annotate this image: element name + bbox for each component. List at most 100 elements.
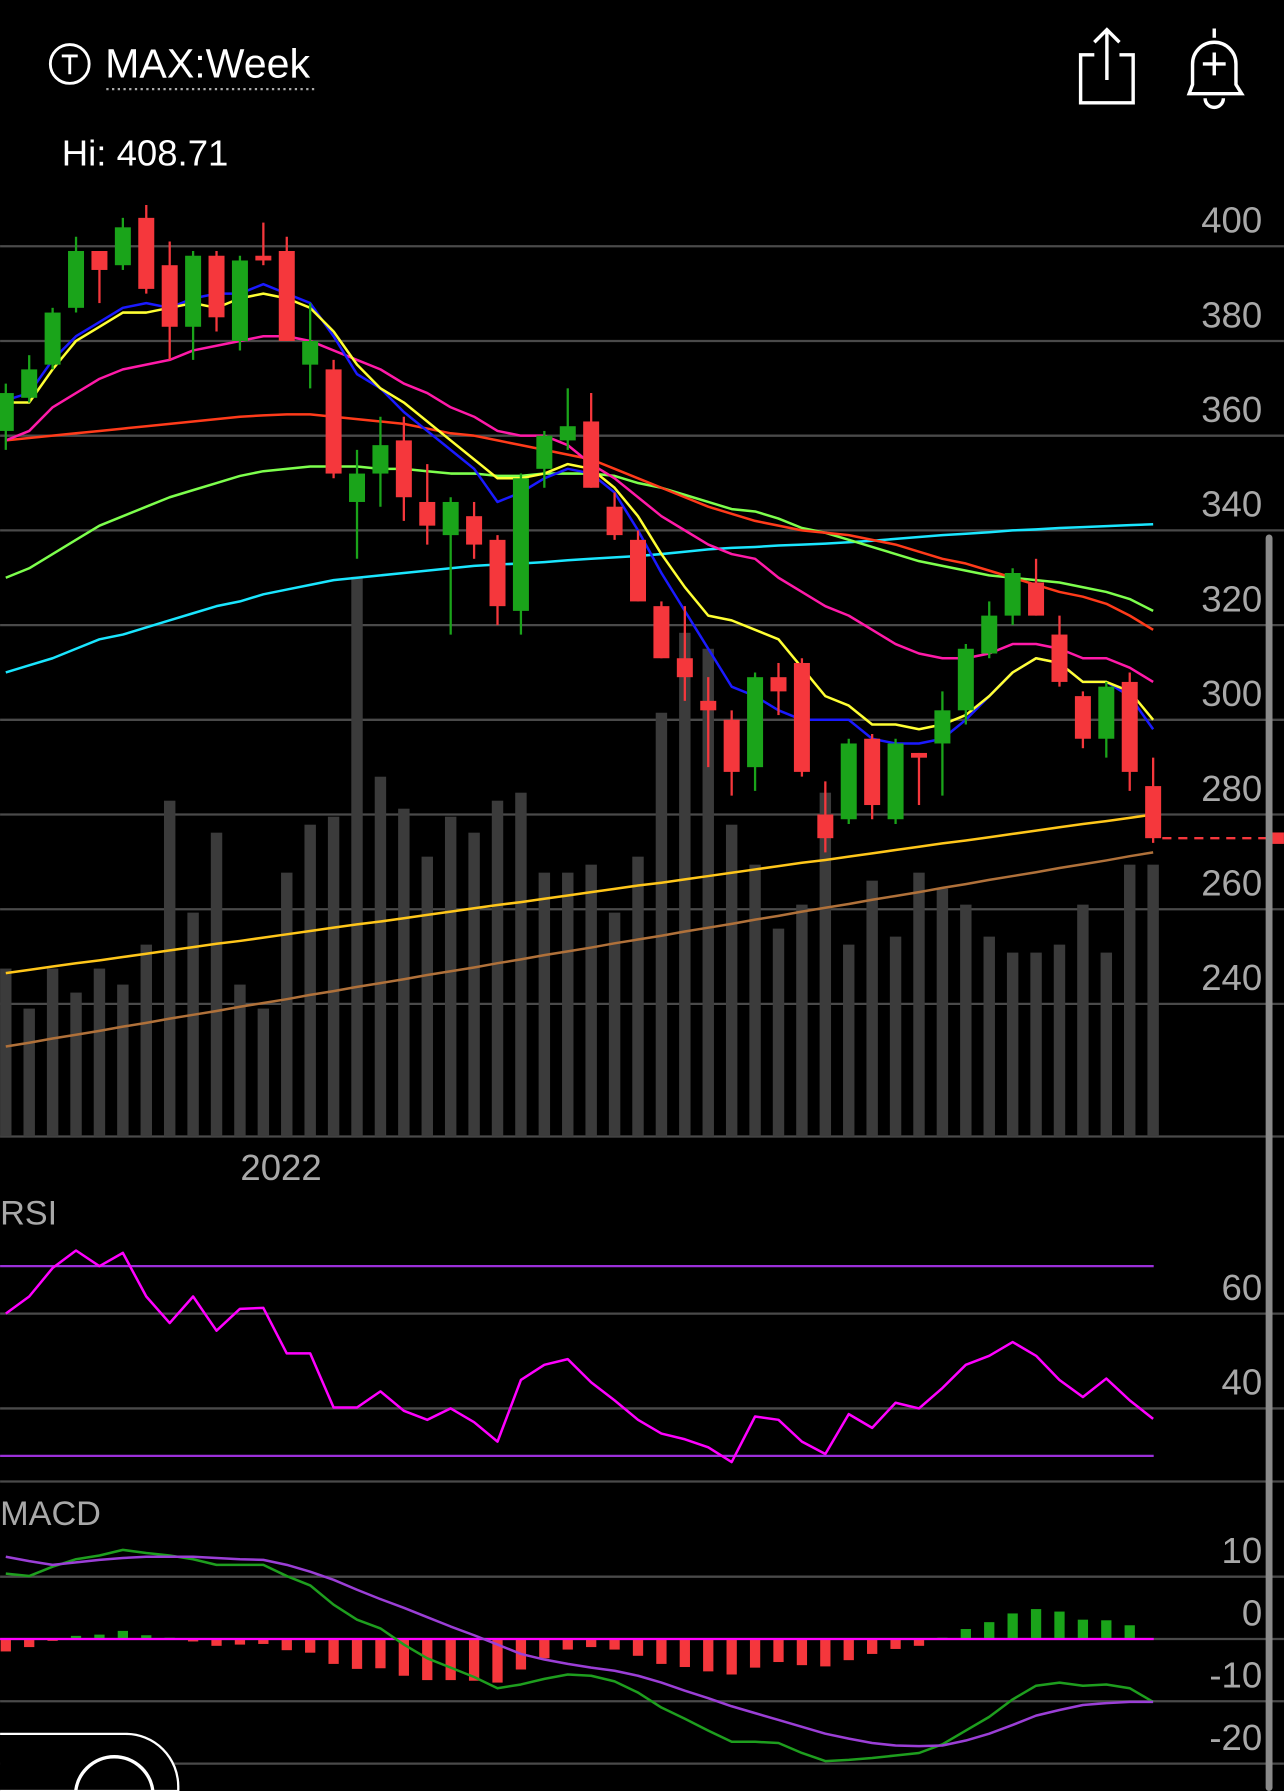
- share-button[interactable]: [1078, 27, 1135, 105]
- histogram-bar: [258, 1638, 269, 1644]
- y-tick-label: 300: [1201, 673, 1262, 714]
- candle-body: [138, 217, 155, 289]
- histogram-bar: [375, 1638, 386, 1669]
- histogram-bar: [94, 1634, 105, 1639]
- histogram-bar: [305, 1638, 316, 1653]
- histogram-bar: [117, 1630, 129, 1639]
- y-tick-label: 240: [1201, 957, 1262, 998]
- volume-bar: [1053, 944, 1066, 1137]
- plot: 240 260 280 300 320 340 360 380 400 2022 40 60 RSI -2…: [0, 200, 1284, 1765]
- volume-bar: [702, 648, 714, 1137]
- candle-body: [419, 501, 436, 526]
- symbol-icon: [48, 43, 91, 85]
- candle-body: [44, 312, 61, 365]
- y-tick-label: 60: [1222, 1267, 1263, 1308]
- candle-body: [864, 738, 881, 806]
- line-series: [5, 522, 1154, 674]
- volume-bar: [70, 992, 82, 1137]
- histogram-bar: [960, 1629, 971, 1639]
- candle-body: [747, 677, 764, 768]
- candle-body: [887, 743, 904, 820]
- histogram-bar: [24, 1638, 35, 1648]
- candle-body: [512, 478, 529, 611]
- volume-bar: [725, 824, 738, 1137]
- panel-label: RSI: [0, 1194, 57, 1232]
- histogram-bar: [703, 1638, 714, 1672]
- volume-bar: [562, 872, 574, 1137]
- histogram-bar: [586, 1638, 597, 1648]
- volume-bar: [1147, 864, 1159, 1137]
- volume-bar: [585, 864, 597, 1137]
- candle-body: [1145, 786, 1162, 839]
- candle-body: [372, 445, 389, 474]
- histogram-bar: [351, 1638, 363, 1669]
- line-series: [5, 851, 1154, 1048]
- candle-body: [583, 421, 600, 488]
- volume-bar: [491, 800, 504, 1137]
- histogram-bar: [890, 1638, 901, 1649]
- volume-bar: [983, 936, 995, 1137]
- histogram-bar: [1054, 1611, 1065, 1639]
- histogram-bar: [632, 1638, 644, 1656]
- candle-body: [770, 677, 787, 692]
- candle-body: [489, 539, 506, 607]
- histogram-bar: [820, 1638, 831, 1667]
- histogram-bar: [328, 1638, 339, 1664]
- volume-bar: [819, 792, 832, 1137]
- symbol-title[interactable]: MAX:Week: [105, 41, 310, 87]
- volume-bar: [772, 928, 785, 1137]
- volume-bar: [468, 832, 480, 1137]
- histogram-bar: [726, 1638, 737, 1675]
- alert-button[interactable]: [1186, 28, 1245, 110]
- candle-body: [653, 606, 670, 659]
- histogram-bar: [656, 1638, 667, 1664]
- histogram-bar: [1007, 1613, 1018, 1639]
- volume-bar: [117, 984, 129, 1137]
- volume-bar: [281, 872, 293, 1137]
- volume-bar: [93, 968, 106, 1137]
- scrollbar[interactable]: [1265, 534, 1273, 1791]
- volume-bar: [866, 880, 878, 1137]
- candle-body: [91, 251, 108, 270]
- candle-body: [1028, 582, 1045, 616]
- histogram-bar: [398, 1638, 409, 1676]
- volume-bar: [187, 912, 199, 1137]
- candle-body: [1098, 686, 1115, 739]
- candle-body: [0, 393, 14, 431]
- volume-bar: [257, 1008, 270, 1137]
- volume-bar: [304, 824, 316, 1137]
- histogram-bar: [1101, 1620, 1112, 1639]
- line-series: [5, 813, 1154, 975]
- y-tick-label: 0: [1242, 1592, 1262, 1633]
- candle-body: [278, 251, 295, 341]
- help-icon[interactable]: [74, 1755, 155, 1791]
- candle-body: [395, 440, 412, 498]
- candle-body: [606, 506, 623, 536]
- panel-label: MACD: [0, 1495, 101, 1533]
- volume-bar: [538, 872, 551, 1137]
- volume-bar: [351, 576, 363, 1137]
- histogram-bar: [141, 1635, 152, 1639]
- volume-bar: [1030, 952, 1042, 1137]
- histogram-bar: [984, 1622, 995, 1639]
- volume-bar: [749, 864, 761, 1137]
- volume-bar: [374, 776, 387, 1137]
- volume-bar: [936, 888, 949, 1137]
- y-tick-label: 340: [1201, 484, 1262, 525]
- histogram-bar: [1030, 1609, 1042, 1639]
- candle-body: [559, 426, 576, 441]
- candle-body: [536, 435, 553, 469]
- volume-bar: [632, 856, 644, 1137]
- histogram-bar: [773, 1638, 784, 1663]
- candle-body: [700, 700, 717, 711]
- volume-bar: [515, 792, 527, 1137]
- volume-bar: [46, 968, 59, 1137]
- symbol-button[interactable]: MAX:Week: [48, 41, 316, 91]
- histogram-bar: [211, 1638, 222, 1646]
- help-bubble[interactable]: [0, 1732, 180, 1791]
- y-tick-label: 360: [1201, 389, 1262, 430]
- line-series: [5, 413, 1154, 631]
- hi-label: Hi: 408.71: [62, 133, 229, 174]
- histogram-bar: [70, 1635, 82, 1639]
- histogram-bar: [281, 1638, 292, 1651]
